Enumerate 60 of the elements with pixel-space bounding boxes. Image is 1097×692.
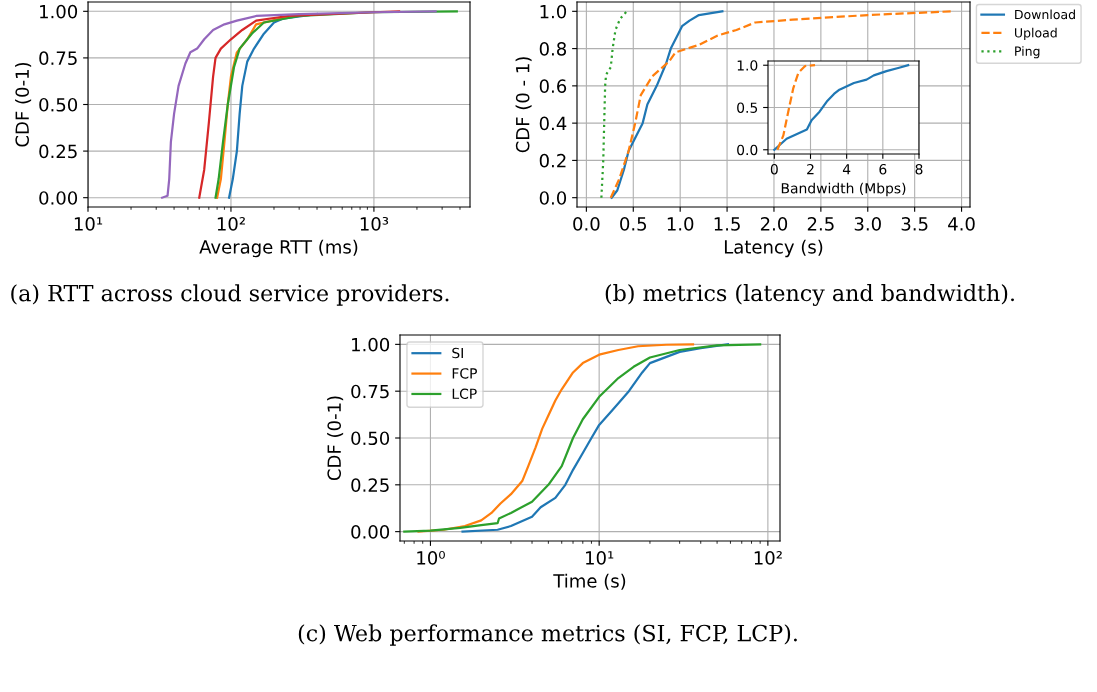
x-axis-title: Time (s) — [553, 573, 626, 590]
y-tick-label: 0.00 — [39, 191, 78, 205]
x-tick-label: 10² — [754, 551, 782, 565]
x-axis-title: Bandwidth (Mbps) — [781, 182, 906, 197]
line-series — [776, 64, 817, 151]
x-axis-title: Latency (s) — [724, 239, 823, 258]
y-tick-label: 0.50 — [351, 431, 390, 446]
legend-label: Ping — [1015, 46, 1040, 59]
x-tick-label: 10⁰ — [417, 551, 445, 565]
x-axis-title: Average RTT (ms) — [199, 239, 358, 258]
y-tick-label: 0.5 — [737, 102, 758, 113]
x-tick-label: 2 — [807, 163, 814, 175]
y-tick-label: 1.00 — [352, 337, 390, 352]
x-tick-label: 10³ — [360, 217, 389, 231]
y-tick-label: 0.75 — [351, 384, 389, 399]
x-tick-label: 0.5 — [620, 217, 647, 231]
y-tick-label: 0.0 — [539, 191, 567, 205]
line-series — [610, 10, 724, 199]
y-tick-label: 1.00 — [40, 4, 78, 19]
x-tick-label: 1.0 — [667, 217, 694, 231]
legend-label: SI — [452, 347, 463, 359]
x-tick-label: 0.0 — [573, 217, 600, 231]
y-tick-label: 0.6 — [539, 79, 567, 93]
x-tick-label: 3.0 — [854, 217, 881, 231]
x-tick-label: 4.0 — [948, 217, 975, 231]
x-tick-label: 3.5 — [901, 217, 928, 231]
x-tick-label: 8 — [915, 163, 923, 175]
x-tick-label: 2.0 — [760, 217, 788, 231]
y-axis-title: CDF (0 - 1) — [515, 57, 532, 153]
x-tick-label: 10¹ — [74, 217, 103, 231]
y-tick-label: 0.50 — [39, 97, 78, 112]
y-tick-label: 1.0 — [540, 4, 567, 19]
legend-label: LCP — [452, 388, 477, 400]
y-tick-label: 0.0 — [737, 144, 758, 156]
y-tick-label: 0.75 — [39, 51, 77, 66]
x-tick-label: 6 — [879, 163, 887, 175]
y-tick-label: 0.00 — [351, 525, 390, 539]
line-series — [773, 64, 910, 151]
legend-label: Upload — [1015, 27, 1057, 40]
y-axis-title: CDF (0-1) — [15, 62, 32, 147]
y-tick-label: 0.25 — [351, 478, 389, 492]
x-tick-label: 2.5 — [807, 217, 834, 231]
y-axis-title: CDF (0-1) — [327, 396, 344, 481]
x-tick-label: 10¹ — [586, 551, 614, 565]
x-tick-label: 4 — [842, 164, 851, 175]
legend-label: Download — [1015, 9, 1075, 20]
y-tick-label: 1.0 — [737, 60, 758, 71]
line-series — [600, 10, 628, 199]
line-series — [609, 10, 954, 199]
x-tick-label: 10² — [217, 217, 245, 231]
x-tick-label: 0 — [770, 163, 778, 175]
y-tick-label: 0.25 — [39, 144, 77, 159]
text: (b) metrics (latency and bandwidth). — [605, 284, 1014, 306]
y-tick-label: 0.2 — [539, 153, 566, 168]
x-tick-label: 1.5 — [714, 217, 740, 231]
text: (c) Web performance metrics (SI, FCP, LCP). — [298, 624, 797, 646]
legend-label: FCP — [452, 368, 477, 379]
y-tick-label: 0.4 — [539, 116, 567, 131]
y-tick-label: 0.8 — [539, 42, 567, 56]
text: (a) RTT across cloud service providers. — [11, 284, 449, 306]
